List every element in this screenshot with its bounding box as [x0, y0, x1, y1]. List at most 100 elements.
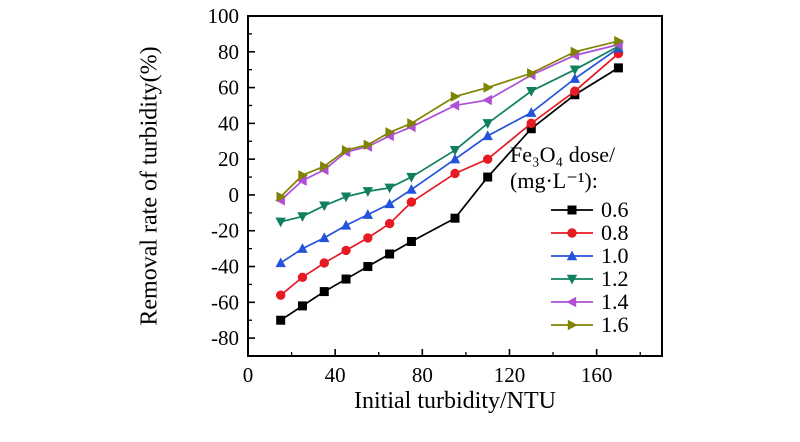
series-marker-1.2 — [384, 183, 395, 194]
legend-entry-label: 1.0 — [601, 242, 629, 268]
series-marker-0.8 — [482, 154, 493, 164]
series-marker-1.2 — [362, 187, 374, 197]
legend-entries: 0.6 0.8 1.0 1.2 1.4 1.6 — [506, 196, 676, 337]
series-marker-0.8 — [406, 197, 417, 207]
y-tick-label: 20 — [218, 147, 239, 171]
legend-entry-label: 1.6 — [601, 311, 629, 337]
legend-marker — [567, 227, 577, 238]
legend-entry: 1.4 — [550, 288, 676, 314]
series-marker-1.2 — [449, 146, 461, 156]
x-tick-label: 80 — [412, 363, 433, 387]
series-marker-1.6 — [298, 170, 308, 181]
series-marker-0.6 — [526, 124, 536, 134]
series-marker-1.0 — [275, 257, 286, 268]
plot-border — [247, 15, 663, 357]
series-marker-1.6 — [483, 82, 494, 93]
legend-entry-label: 1.2 — [601, 265, 629, 291]
series-line-1.2 — [280, 45, 619, 223]
legend-marker-triangle-up-icon — [551, 250, 593, 260]
series-marker-1.4 — [482, 94, 492, 106]
series-marker-1.6 — [320, 161, 330, 172]
series-marker-1.0 — [297, 243, 308, 253]
series-marker-1.6 — [363, 139, 374, 151]
y-tick-label: 60 — [218, 76, 239, 100]
series-marker-1.6 — [407, 118, 417, 129]
legend-marker — [566, 296, 577, 307]
legend-entry-label: 0.8 — [601, 219, 629, 245]
series-marker-1.0 — [340, 219, 352, 230]
legend-marker — [566, 250, 578, 260]
series-marker-1.2 — [275, 217, 286, 228]
y-tick-label: -40 — [211, 255, 239, 279]
series-marker-0.8 — [450, 168, 460, 179]
series-marker-1.6 — [614, 35, 624, 47]
series-marker-0.8 — [526, 118, 536, 129]
series-marker-0.8 — [363, 233, 373, 243]
x-axis-title: Initial turbidity/NTU — [354, 388, 556, 414]
series-marker-0.6 — [406, 236, 416, 246]
y-tick-label: 100 — [208, 4, 240, 28]
legend-marker-circle-icon — [551, 227, 593, 238]
series-marker-1.0 — [449, 153, 461, 164]
series-marker-1.0 — [362, 209, 374, 219]
legend-marker-square-icon — [551, 205, 593, 214]
series-marker-0.6 — [613, 63, 623, 73]
series-marker-1.4 — [296, 175, 307, 186]
series-marker-1.0 — [526, 107, 537, 117]
legend-marker-triangle-left-icon — [551, 296, 593, 307]
legend-title-line2: (mg·L⁻¹): — [510, 168, 598, 193]
series-marker-0.8 — [275, 290, 286, 300]
y-tick-label: -80 — [211, 326, 239, 350]
legend-entry: 0.6 — [550, 196, 676, 222]
series-marker-1.2 — [569, 65, 581, 76]
x-tick-label: 40 — [325, 363, 346, 387]
series-marker-0.6 — [450, 213, 460, 223]
series-marker-0.6 — [341, 274, 351, 284]
y-tick-label: -60 — [211, 290, 239, 314]
legend-marker — [566, 274, 578, 284]
legend-entry-label: 0.6 — [601, 196, 629, 222]
y-tick-label: -20 — [211, 219, 239, 243]
series-marker-0.8 — [384, 218, 395, 229]
series-marker-1.6 — [450, 91, 461, 102]
series-marker-1.4 — [449, 100, 460, 111]
series-marker-1.6 — [570, 46, 581, 57]
series-marker-0.6 — [385, 249, 395, 259]
legend-marker-triangle-right-icon — [551, 319, 593, 330]
series-marker-0.6 — [483, 172, 493, 182]
series-marker-1.2 — [482, 119, 493, 129]
legend-entry-label: 1.4 — [601, 288, 629, 314]
series-marker-1.2 — [340, 192, 352, 203]
legend-marker-triangle-down-icon — [551, 274, 593, 284]
series-marker-1.2 — [297, 212, 308, 222]
legend-entry: 0.8 — [550, 219, 676, 245]
legend: Fe₃O₄ dose/ (mg·L⁻¹): 0.6 0.8 1.0 1.2 1.4 1.6 — [506, 142, 676, 337]
series-marker-1.6 — [276, 191, 287, 202]
series-marker-1.0 — [319, 232, 330, 243]
series-marker-1.0 — [569, 73, 581, 83]
series-line-1.4 — [280, 43, 619, 201]
x-tick-label: 120 — [494, 363, 526, 387]
legend-entry: 1.2 — [550, 265, 676, 291]
series-marker-1.2 — [406, 172, 417, 183]
series-marker-1.0 — [384, 198, 395, 209]
series-marker-1.2 — [319, 201, 330, 212]
series-marker-0.6 — [363, 262, 373, 272]
y-tick-label: 0 — [229, 183, 240, 207]
x-tick-label: 160 — [581, 363, 613, 387]
y-axis-title: Removal rate of turbidity(%) — [136, 46, 163, 326]
series-marker-1.6 — [527, 68, 537, 79]
series-marker-1.6 — [341, 145, 352, 156]
series-marker-0.8 — [319, 258, 329, 268]
series-marker-1.0 — [482, 130, 493, 141]
series-marker-0.8 — [570, 86, 580, 96]
series-marker-1.0 — [406, 184, 417, 194]
x-tick-label: 0 — [243, 363, 254, 387]
y-tick-label: 80 — [218, 40, 239, 64]
series-marker-0.6 — [276, 315, 286, 325]
legend-marker — [567, 319, 578, 330]
series-marker-0.6 — [319, 287, 329, 297]
series-marker-0.6 — [297, 301, 307, 311]
